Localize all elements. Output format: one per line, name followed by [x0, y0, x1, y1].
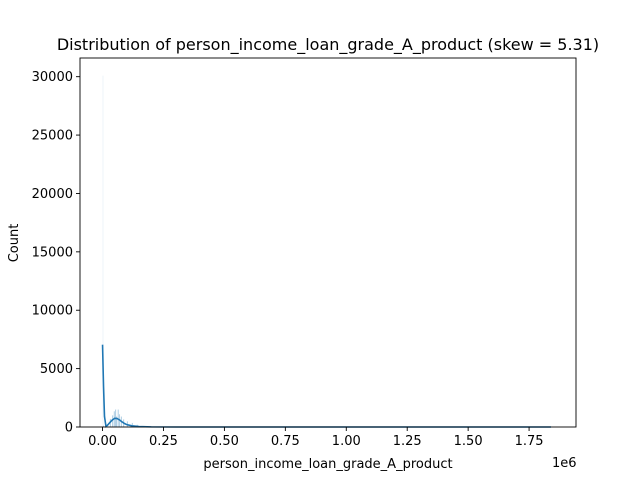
- x-tick-label: 0.50: [210, 434, 239, 449]
- y-tick-label: 15000: [32, 245, 73, 260]
- chart-title: Distribution of person_income_loan_grade…: [57, 35, 599, 55]
- y-axis-label: Count: [7, 224, 22, 263]
- x-tick-label: 1.75: [515, 434, 544, 449]
- x-tick-label: 0.75: [271, 434, 300, 449]
- y-tick-label: 10000: [32, 304, 73, 319]
- x-tick-label: 1.50: [454, 434, 483, 449]
- x-tick-label: 0.00: [88, 434, 117, 449]
- y-tick-label: 0: [65, 421, 73, 436]
- x-tick-label: 1.00: [332, 434, 361, 449]
- x-axis-label: person_income_loan_grade_A_product: [203, 457, 452, 472]
- y-tick-label: 30000: [32, 70, 73, 85]
- y-tick-label: 20000: [32, 187, 73, 202]
- histogram-bar: [112, 415, 114, 428]
- axes-frame: [79, 57, 577, 428]
- y-tick-label: 5000: [40, 362, 73, 377]
- x-axis-offset-label: 1e6: [552, 456, 577, 471]
- x-tick-label: 1.25: [393, 434, 422, 449]
- ticks: 0.00 0.25 0.50 0.75 1.00 1.25 1.50 1.75 0 5000 100…: [32, 70, 544, 449]
- axes: [79, 57, 577, 428]
- y-tick-label: 25000: [32, 129, 73, 144]
- x-tick-label: 0.25: [149, 434, 178, 449]
